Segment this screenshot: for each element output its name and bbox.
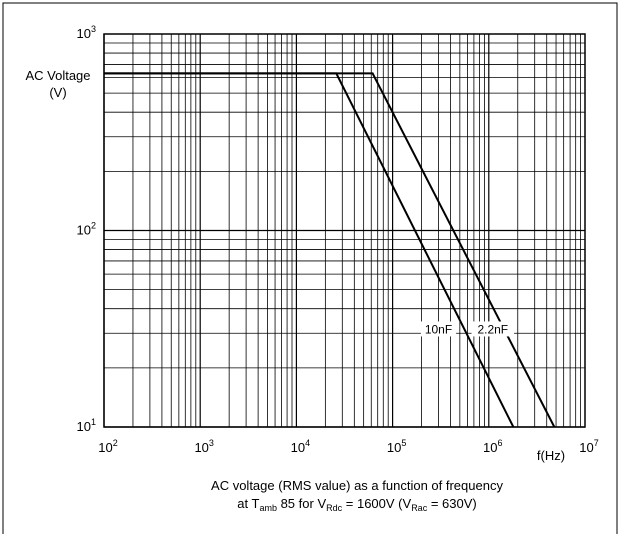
caption-line2: at Tamb 85 for VRdc = 1600V (VRac = 630V… [237, 496, 476, 513]
series-layer: 10nF 2.2nF [104, 72, 556, 427]
caption-tamb-sub: amb [259, 503, 277, 513]
x-tick-label: 107 [579, 438, 598, 455]
x-tick-label: 106 [483, 438, 502, 455]
x-tick-label: 104 [291, 438, 310, 455]
y-axis-label-line1: AC Voltage [25, 68, 90, 83]
caption-at: at T [237, 496, 259, 511]
svg-text:10nF: 10nF [425, 322, 452, 336]
x-tick-labels: 102 103 104 105 106 107 [98, 438, 598, 455]
series-label-10nf: 10nF [420, 321, 457, 337]
y-tick-label: 101 [77, 417, 96, 434]
series-label-2-2nf: 2.2nF [471, 321, 515, 337]
x-tick-label: 102 [98, 438, 117, 455]
series-line-10nf [104, 72, 515, 427]
y-axis-label-line2: (V) [49, 85, 66, 100]
caption-line1: AC voltage (RMS value) as a function of … [211, 478, 503, 493]
x-tick-label: 105 [387, 438, 406, 455]
x-axis-label: f(Hz) [537, 448, 565, 463]
y-tick-labels: 101 102 103 [77, 24, 96, 434]
x-tick-label: 103 [194, 438, 213, 455]
y-tick-label: 103 [77, 24, 96, 41]
y-tick-label: 102 [77, 221, 96, 238]
caption-vrdc-sub: Rdc [326, 503, 343, 513]
series-line-2-2nf [104, 72, 556, 427]
caption-for: for V [299, 496, 327, 511]
caption-temp: 85 [281, 496, 295, 511]
caption-vrac-sub: Rac [411, 503, 428, 513]
plot-area [103, 33, 586, 428]
caption-end: = 630V) [427, 496, 477, 511]
svg-text:2.2nF: 2.2nF [477, 322, 508, 336]
plot-grid [103, 34, 585, 428]
caption-mid: = 1600V (V [342, 496, 411, 511]
